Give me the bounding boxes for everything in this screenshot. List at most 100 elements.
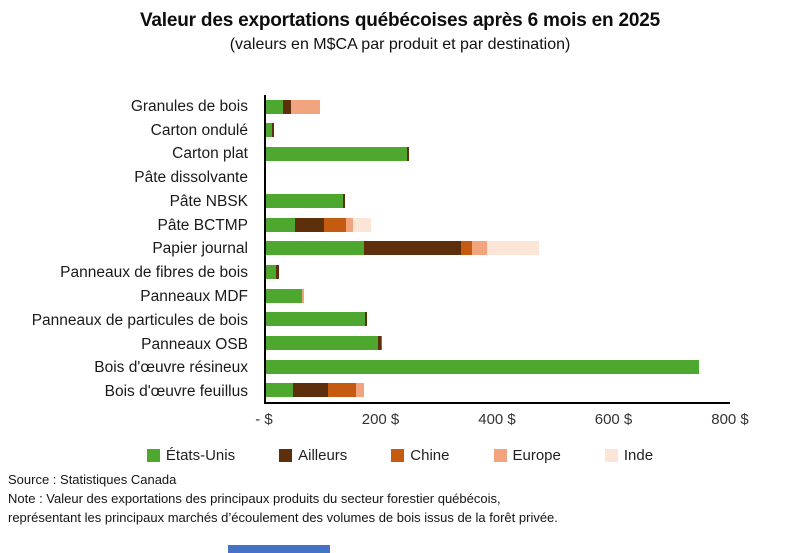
category-label: Carton plat	[172, 145, 248, 163]
legend-swatch-icon	[391, 449, 405, 462]
stacked-bar	[266, 359, 700, 374]
x-tick-label: 400 $	[478, 411, 516, 428]
category-label: Bois d'œuvre feuillus	[104, 383, 248, 401]
bar-segment-chine	[328, 383, 356, 398]
legend-label: Chine	[410, 447, 450, 464]
category-label: Panneaux de fibres de bois	[60, 264, 248, 282]
bar-segment-chine	[380, 335, 383, 350]
bar-segment-ailleurs	[295, 217, 325, 232]
legend-item-europe: Europe	[493, 447, 561, 464]
bar-row	[266, 213, 730, 237]
legend-item-inde: Inde	[604, 447, 654, 464]
bar-segment-europe	[291, 99, 320, 114]
category-label: Panneaux OSB	[141, 335, 248, 353]
x-tick-label: 600 $	[594, 411, 633, 428]
bar-segment-etats-unis	[266, 99, 284, 114]
legend-swatch-icon	[146, 449, 160, 462]
bar-row	[266, 260, 730, 284]
bar-segment-ailleurs	[293, 383, 329, 398]
bar-row	[266, 308, 730, 332]
legend-label: Ailleurs	[298, 447, 348, 464]
bar-segment-etats-unis	[266, 217, 296, 232]
bar-segment-ailleurs	[378, 335, 381, 350]
bar-row	[266, 142, 730, 166]
bar-segment-etats-unis	[266, 288, 303, 303]
bar-row	[266, 166, 730, 190]
bar-row	[266, 95, 730, 119]
chart-subtitle: (valeurs en M$CA par produit et par dest…	[229, 36, 571, 53]
legend-label: Inde	[623, 447, 654, 464]
legend-item-etats-unis: États-Unis	[146, 447, 236, 464]
stacked-bar	[266, 147, 410, 162]
category-label: Papier journal	[152, 240, 248, 258]
bar-row	[266, 119, 730, 143]
bar-segment-etats-unis	[266, 147, 407, 162]
bar-segment-chine	[324, 217, 346, 232]
category-label: Pâte dissolvante	[134, 169, 248, 187]
bar-segment-ailleurs	[271, 123, 274, 138]
bar-segment-ailleurs	[276, 265, 280, 280]
stacked-bar	[266, 288, 304, 303]
legend-label: Europe	[512, 447, 561, 464]
category-label: Pâte NBSK	[169, 192, 248, 210]
category-label: Bois d'œuvre résineux	[94, 359, 248, 377]
legend-label: États-Unis	[165, 447, 236, 464]
bar-segment-etats-unis	[266, 241, 364, 256]
x-tick-label: - $	[255, 411, 273, 428]
stacked-bar	[266, 335, 383, 350]
bar-row	[266, 331, 730, 355]
footer-notes: Source : Statistiques Canada Note : Vale…	[8, 470, 558, 527]
x-tick-label: 200 $	[361, 411, 400, 428]
bar-segment-inde	[487, 241, 540, 256]
bar-segment-etats-unis	[266, 123, 272, 138]
bar-row	[266, 237, 730, 261]
bar-segment-etats-unis	[266, 359, 700, 374]
bar-segment-ailleurs	[406, 147, 410, 162]
bar-segment-etats-unis	[266, 265, 277, 280]
bar-segment-ailleurs	[283, 99, 292, 114]
category-label: Panneaux de particules de bois	[31, 311, 248, 329]
bar-segment-ailleurs	[342, 194, 346, 209]
legend-swatch-icon	[493, 449, 507, 462]
bar-segment-ailleurs	[363, 241, 461, 256]
bar-row	[266, 284, 730, 308]
bar-segment-inde	[353, 217, 371, 232]
category-labels: Granules de bois Carton ondulé Carton plat…	[0, 95, 257, 404]
legend: États-Unis Ailleurs Chine Europe Inde	[0, 447, 800, 464]
category-label: Pâte BCTMP	[157, 216, 248, 234]
source-note: Source : Statistiques Canada	[8, 472, 177, 487]
stacked-bar	[266, 123, 274, 138]
note-line-2: représentant les principaux marchés d’éc…	[8, 510, 558, 525]
legend-swatch-icon	[604, 449, 618, 462]
stacked-bar	[266, 194, 346, 209]
legend-item-ailleurs: Ailleurs	[279, 447, 347, 464]
x-axis: - $ 200 $ 400 $ 600 $ 800 $	[255, 411, 749, 429]
stacked-bar	[266, 383, 365, 398]
category-label: Carton ondulé	[150, 121, 248, 139]
bar-segment-etats-unis	[266, 194, 343, 209]
stacked-bar	[266, 99, 320, 114]
bar-segment-etats-unis	[266, 312, 366, 327]
bar-row	[266, 355, 730, 379]
bar-segment-europe	[472, 241, 488, 256]
bar-row	[266, 378, 730, 402]
bar-row	[266, 189, 730, 213]
stacked-bar	[266, 217, 371, 232]
bottom-blue-strip	[228, 545, 330, 553]
legend-swatch-icon	[279, 449, 293, 462]
x-tick-label: 800 $	[711, 411, 749, 428]
stacked-bar	[266, 241, 540, 256]
bar-segment-chine	[460, 241, 473, 256]
category-label: Panneaux MDF	[140, 288, 248, 306]
stacked-bar	[266, 312, 368, 327]
note-line-1: Note : Valeur des exportations des princ…	[8, 491, 501, 506]
bar-segment-europe	[302, 288, 304, 303]
bar-segment-etats-unis	[266, 335, 379, 350]
bar-segment-ailleurs	[365, 312, 368, 327]
plot-area	[264, 95, 730, 404]
bar-segment-europe	[355, 383, 365, 398]
legend-item-chine: Chine	[391, 447, 450, 464]
bar-segment-europe	[345, 217, 354, 232]
bar-segment-etats-unis	[266, 383, 294, 398]
